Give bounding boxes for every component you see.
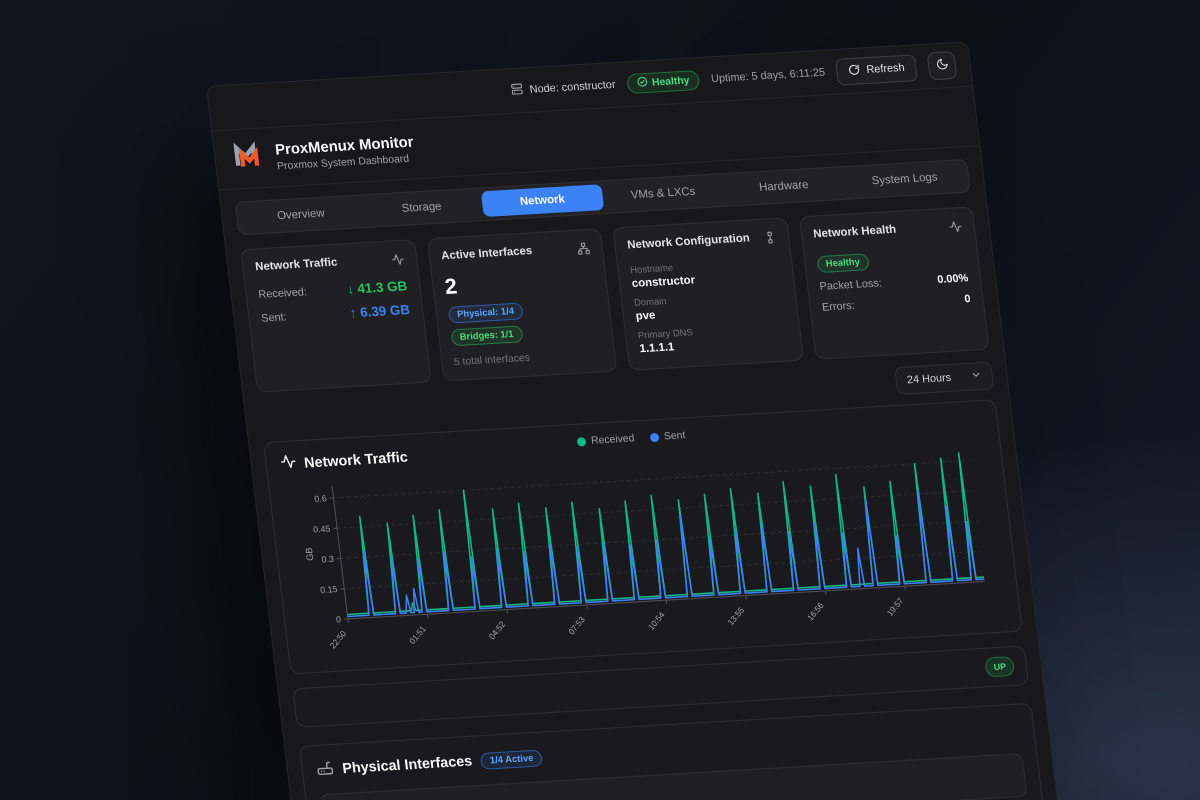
card-title: Network Health: [812, 223, 897, 241]
errors-value: 0: [963, 293, 972, 306]
chart-area: 0 0.15 0.3 0.45 0.6 22:50 01:51 04:52 07:53 10:54…: [283, 440, 1008, 667]
svg-text:01:51: 01:51: [407, 624, 428, 646]
physical-count-badge: Physical: 1/4: [447, 302, 524, 324]
legend-sent: Sent: [649, 429, 686, 443]
tab-hardware[interactable]: Hardware: [758, 179, 810, 194]
received-dot: [576, 436, 587, 447]
total-interfaces-text: 5 total interfaces: [453, 351, 531, 369]
active-interfaces-card: Active Interfaces 2 Physical: 1/4 Bridge…: [426, 228, 618, 382]
bridges-count-badge: Bridges: 1/1: [449, 325, 524, 347]
node-indicator: Node: constructor: [510, 77, 616, 99]
up-status-badge: UP: [984, 656, 1016, 678]
sent-dot: [649, 432, 660, 442]
svg-text:GB: GB: [304, 547, 316, 561]
errors-label: Errors:: [821, 299, 856, 314]
activity-icon: [390, 253, 405, 270]
range-select-row: 24 Hours: [259, 361, 995, 433]
network-configuration-card: Network Configuration Hostname construct…: [612, 217, 804, 371]
refresh-button[interactable]: Refresh: [835, 53, 918, 86]
section-title: Physical Interfaces: [341, 753, 474, 778]
time-range-select[interactable]: 24 Hours: [894, 361, 995, 395]
tab-vms-lxcs[interactable]: VMs & LXCs: [630, 185, 696, 202]
network-tree-icon: [762, 231, 777, 248]
app-header: ProxMenux Monitor Proxmox System Dashboa…: [212, 86, 980, 191]
svg-text:0.45: 0.45: [313, 524, 331, 535]
tab-overview[interactable]: Overview: [276, 207, 326, 223]
activity-icon: [279, 453, 297, 475]
physical-interfaces-section: Physical Interfaces 1/4 Active enp3s0 Ph…: [298, 702, 1045, 800]
traffic-chart: 0 0.15 0.3 0.45 0.6 22:50 01:51 04:52 07:53 10:54…: [304, 452, 985, 651]
svg-text:19:57: 19:57: [885, 595, 906, 617]
network-nodes-icon: [576, 242, 591, 259]
card-title: Network Configuration: [626, 232, 751, 252]
packet-loss-label: Packet Loss:: [818, 277, 883, 293]
refresh-icon: [848, 63, 862, 79]
chevron-down-icon: [970, 369, 982, 383]
summary-cards-row: Network Traffic Received: ↓ 41.3 GB Sent…: [240, 206, 990, 393]
svg-text:04:52: 04:52: [487, 619, 508, 641]
active-interface-count: 2: [443, 273, 459, 299]
check-circle-icon: [636, 76, 648, 90]
tab-system-logs[interactable]: System Logs: [871, 171, 939, 188]
health-status-badge: Healthy: [626, 70, 701, 95]
server-icon: [510, 82, 525, 99]
moon-icon: [935, 57, 950, 74]
network-traffic-card: Network Traffic Received: ↓ 41.3 GB Sent…: [240, 239, 432, 393]
svg-text:0.3: 0.3: [321, 554, 334, 565]
uptime-text: Uptime: 5 days, 6:11:25: [710, 66, 826, 86]
svg-text:07:53: 07:53: [566, 614, 587, 636]
app-title-block: ProxMenux Monitor Proxmox System Dashboa…: [274, 134, 416, 173]
sent-label: Sent:: [260, 310, 288, 325]
network-health-card: Network Health Healthy Packet Loss: 0.00…: [798, 206, 990, 360]
network-traffic-chart-card: Network Traffic Received Sent 0 0.15 0.3 0.…: [263, 399, 1023, 675]
tab-storage[interactable]: Storage: [401, 200, 443, 215]
card-title: Network Traffic: [254, 256, 338, 274]
health-badge: Healthy: [816, 253, 870, 274]
packet-loss-value: 0.00%: [936, 272, 969, 286]
svg-text:0.15: 0.15: [320, 584, 338, 595]
proxmenux-logo: [229, 138, 267, 179]
svg-text:13:55: 13:55: [725, 605, 746, 627]
svg-text:0: 0: [335, 614, 341, 624]
top-status-bar: Node: constructor Healthy Uptime: 5 days…: [207, 42, 973, 132]
dark-mode-toggle[interactable]: [926, 50, 958, 81]
activity-icon: [948, 220, 963, 237]
tab-network[interactable]: Network: [480, 184, 605, 218]
sent-value: ↑ 6.39 GB: [348, 302, 411, 321]
active-count-badge: 1/4 Active: [480, 748, 544, 770]
svg-text:22:50: 22:50: [327, 628, 348, 650]
card-title: Active Interfaces: [440, 245, 533, 263]
node-label: Node: constructor: [529, 78, 617, 96]
svg-text:10:54: 10:54: [646, 609, 667, 631]
dashboard-window: Node: constructor Healthy Uptime: 5 days…: [206, 41, 1061, 800]
received-value: ↓ 41.3 GB: [346, 278, 408, 297]
chart-title: Network Traffic: [303, 449, 409, 472]
router-icon: [316, 759, 335, 782]
svg-text:0.6: 0.6: [314, 493, 327, 504]
legend-received: Received: [576, 432, 635, 447]
received-label: Received:: [257, 285, 308, 301]
svg-text:16:56: 16:56: [805, 600, 826, 622]
